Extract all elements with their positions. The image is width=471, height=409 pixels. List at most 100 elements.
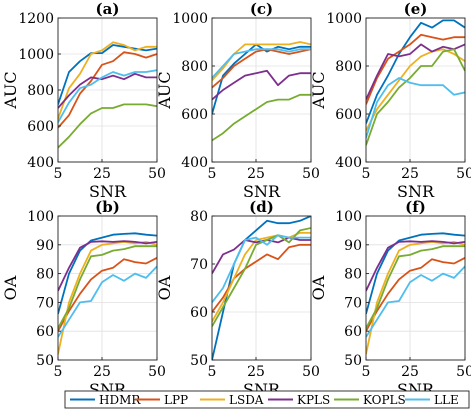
y-tick-label: 400 [27, 155, 54, 171]
y-tick-label: 800 [335, 59, 362, 75]
x-axis-label: SNR [243, 182, 281, 201]
x-tick-label: 5 [54, 364, 63, 380]
chart-panel: 400 600 800 1000 1200 5 25 50 (a) SNR AUC [1, 0, 166, 201]
series-line [58, 103, 157, 149]
legend-label: KOPLS [363, 393, 406, 407]
y-tick-label: 70 [344, 295, 362, 311]
series-line [366, 265, 465, 338]
axes-frame [57, 215, 158, 361]
y-tick-label: 80 [344, 267, 362, 283]
legend-box [64, 390, 470, 409]
series-line [366, 48, 465, 132]
x-tick-label: 50 [148, 166, 166, 182]
y-tick-label: 60 [36, 324, 54, 340]
axes-frame [211, 17, 312, 163]
axes-frame [365, 215, 466, 361]
legend: HDMR LPP LSDA KPLS KOPLS LLE [64, 390, 470, 409]
series-line [212, 227, 311, 327]
y-tick-label: 600 [27, 119, 54, 135]
y-tick-label: 600 [181, 107, 208, 123]
y-tick-label: 1000 [172, 11, 208, 27]
legend-label: LPP [164, 393, 188, 407]
x-tick-label: 50 [456, 166, 471, 182]
series-line [366, 245, 465, 329]
y-tick-label: 80 [190, 209, 208, 225]
x-tick-label: 5 [362, 364, 371, 380]
series-line [58, 265, 157, 338]
y-tick-label: 400 [335, 155, 362, 171]
y-axis-label: OA [155, 275, 174, 300]
series-line [366, 240, 465, 292]
y-tick-label: 800 [27, 83, 54, 99]
series-line [212, 48, 311, 89]
y-tick-label: 1200 [18, 11, 54, 27]
x-tick-label: 5 [362, 166, 371, 182]
x-tick-label: 50 [148, 364, 166, 380]
x-tick-label: 5 [208, 364, 217, 380]
y-axis-label: OA [1, 275, 20, 300]
x-axis-label: SNR [397, 182, 435, 201]
y-tick-label: 70 [36, 295, 54, 311]
legend-label: LSDA [229, 393, 264, 407]
series-line [366, 77, 465, 139]
y-tick-label: 80 [36, 267, 54, 283]
series-line [366, 43, 465, 100]
series-line [58, 41, 157, 120]
panel-title: (f) [405, 198, 426, 216]
series-line [366, 48, 465, 146]
series-line [366, 232, 465, 315]
series-line [212, 48, 311, 79]
x-axis-label: SNR [89, 182, 127, 201]
y-axis-label: OA [309, 275, 328, 300]
series-line [58, 69, 157, 123]
y-tick-label: 100 [335, 209, 362, 225]
panel-title: (c) [250, 0, 273, 18]
x-tick-label: 50 [302, 166, 320, 182]
series-line [58, 245, 157, 329]
x-tick-label: 25 [247, 166, 265, 182]
axes-frame [211, 215, 312, 361]
y-tick-label: 90 [344, 238, 362, 254]
y-tick-label: 1000 [326, 11, 362, 27]
series-line [212, 69, 311, 101]
y-tick-label: 50 [36, 353, 54, 369]
series-line [58, 257, 157, 332]
x-tick-label: 25 [93, 364, 111, 380]
y-tick-label: 600 [335, 107, 362, 123]
series-line [366, 33, 465, 105]
x-tick-label: 50 [302, 364, 320, 380]
series-line [58, 232, 157, 315]
y-tick-label: 800 [181, 59, 208, 75]
panel-title: (d) [249, 198, 274, 216]
series-line [58, 240, 157, 292]
series-line [58, 51, 157, 129]
x-tick-label: 25 [93, 166, 111, 182]
series-line [212, 234, 311, 303]
x-tick-label: 25 [401, 166, 419, 182]
legend-label: HDMR [99, 393, 141, 407]
legend-label: LLE [434, 393, 459, 407]
axes-frame [365, 17, 466, 163]
y-tick-label: 90 [36, 238, 54, 254]
x-tick-label: 25 [401, 364, 419, 380]
x-tick-label: 50 [456, 364, 471, 380]
y-tick-label: 60 [344, 324, 362, 340]
panel-title: (b) [95, 198, 120, 216]
y-axis-label: AUC [309, 71, 328, 109]
y-tick-label: 50 [344, 353, 362, 369]
y-tick-label: 50 [190, 353, 208, 369]
series-line [366, 257, 465, 332]
series-line [212, 93, 311, 142]
y-tick-label: 70 [190, 257, 208, 273]
series-line [366, 19, 465, 124]
y-tick-label: 1000 [18, 47, 54, 63]
panel-title: (a) [96, 0, 120, 18]
y-axis-label: AUC [155, 71, 174, 109]
y-tick-label: 400 [181, 155, 208, 171]
y-tick-label: 100 [27, 209, 54, 225]
